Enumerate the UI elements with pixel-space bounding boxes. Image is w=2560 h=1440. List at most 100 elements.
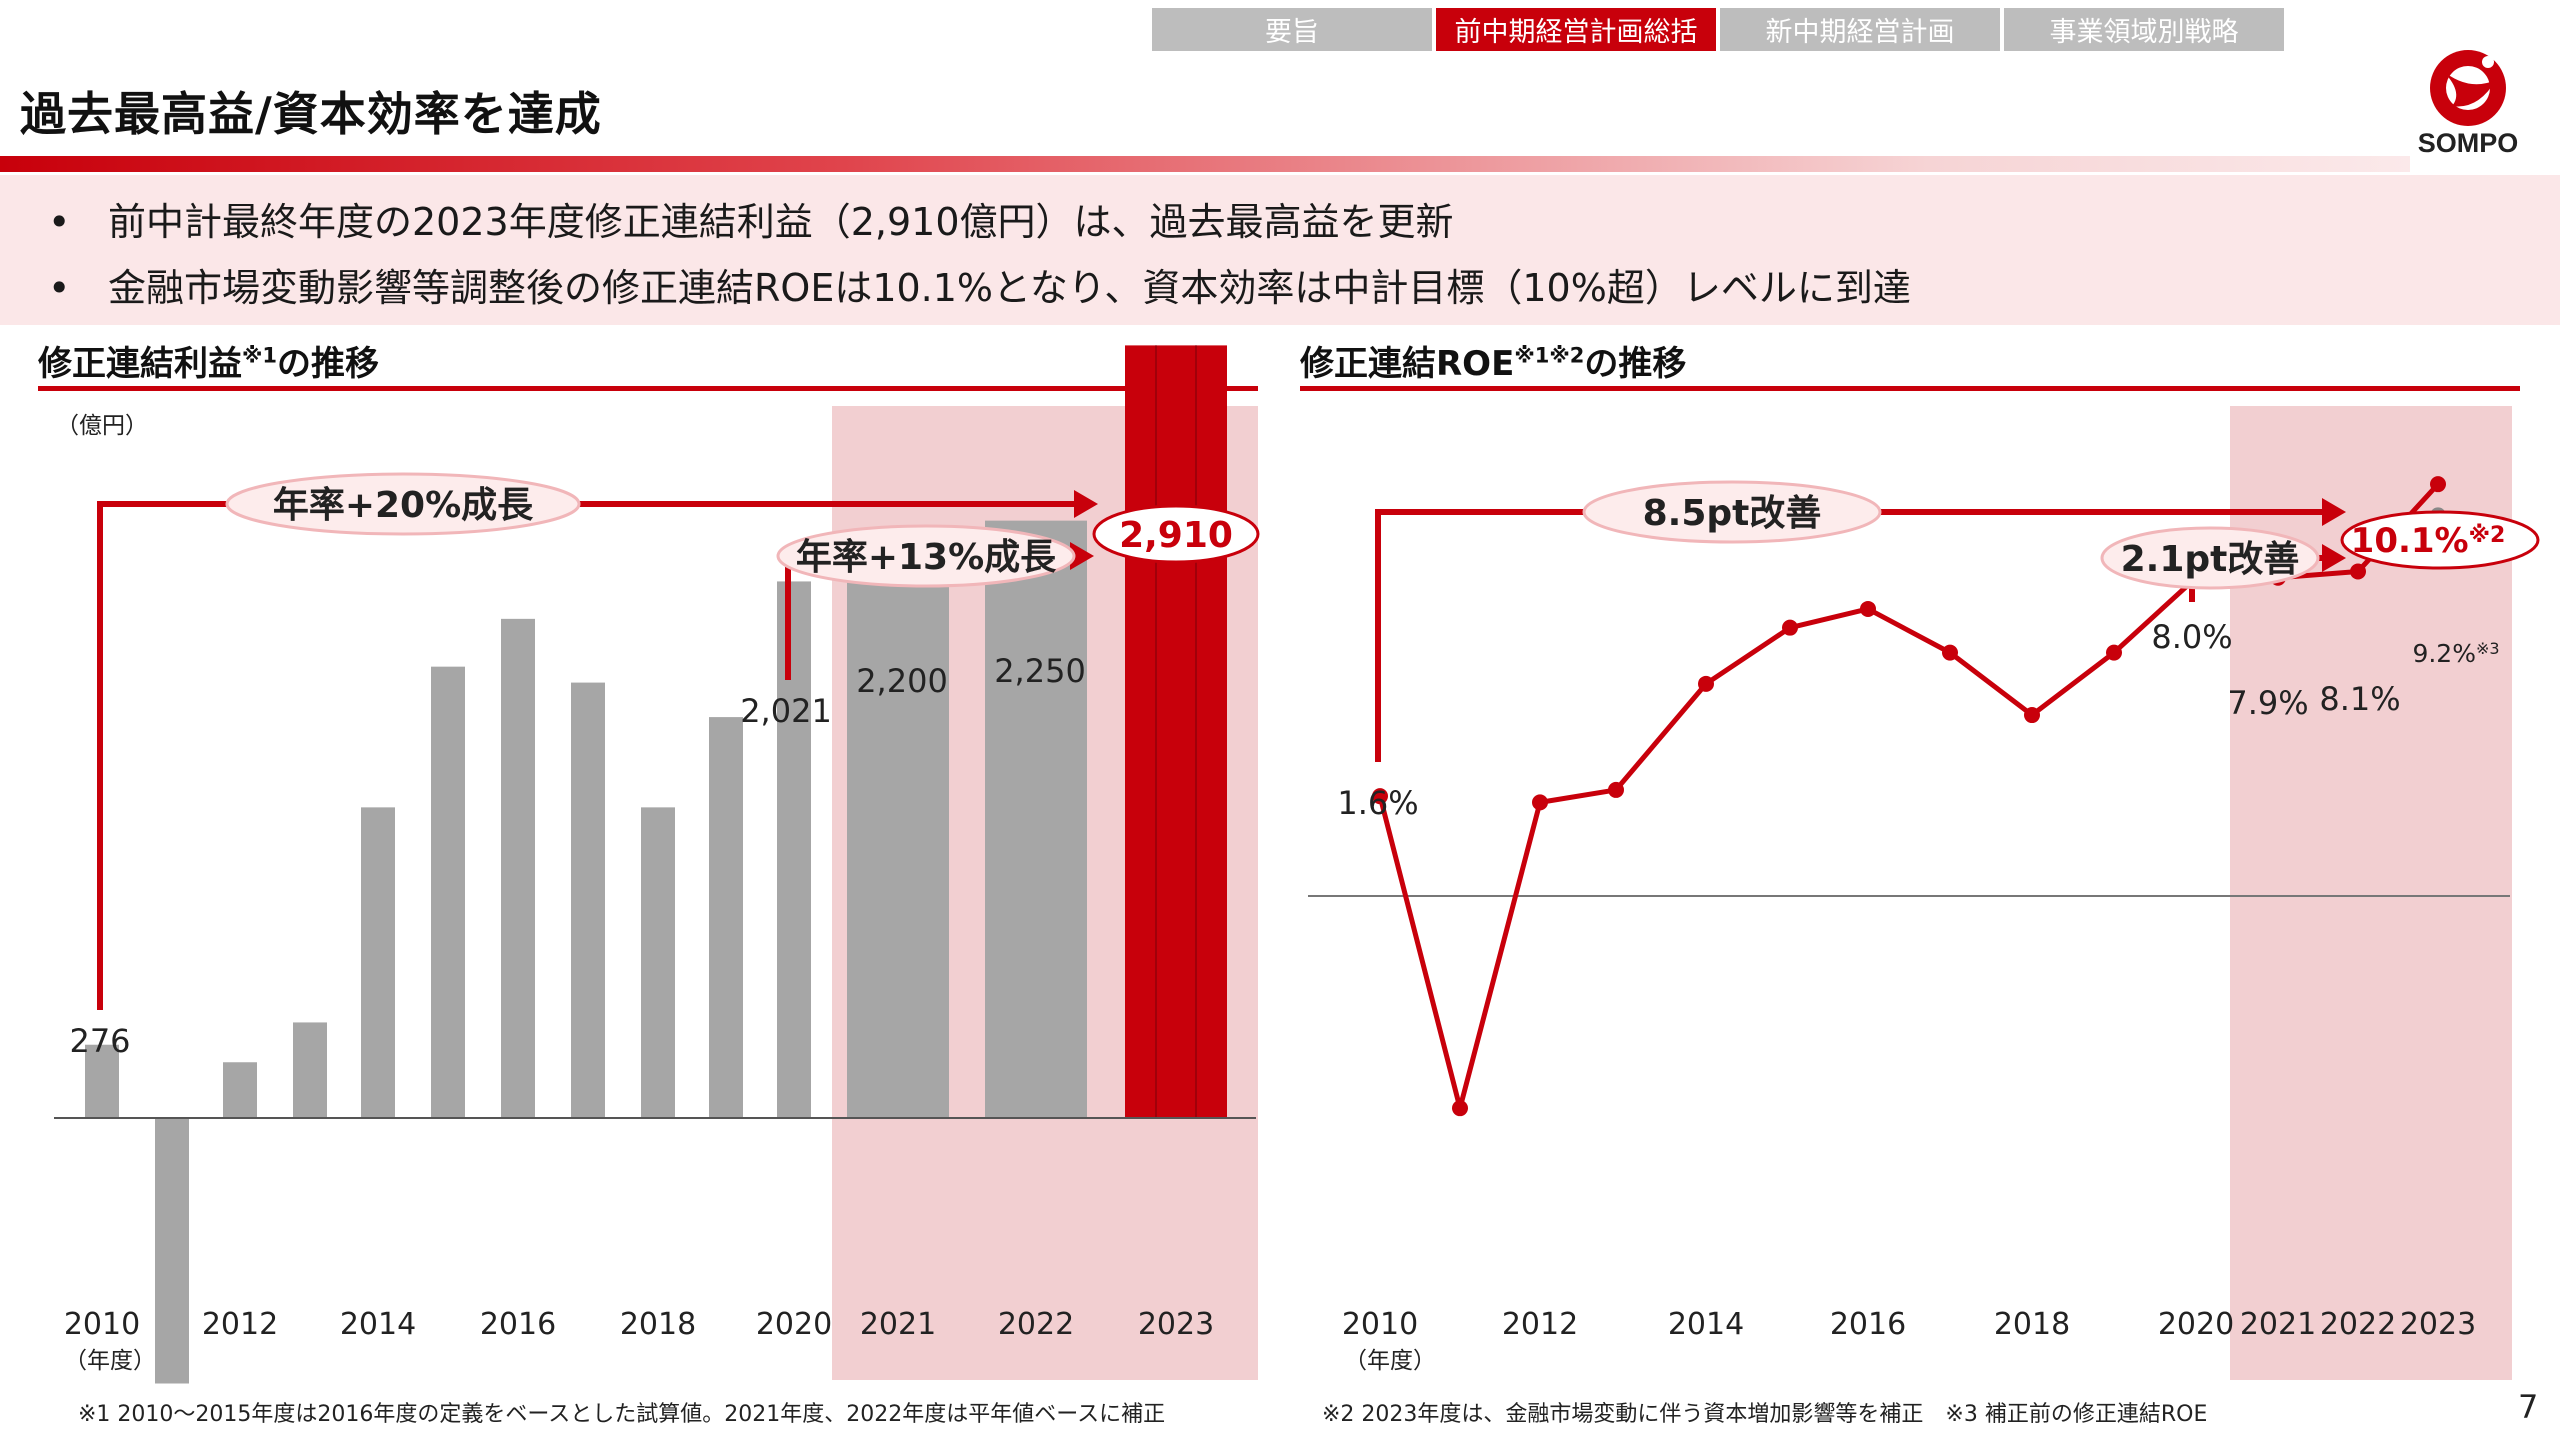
roe-x-tick-2014: 2014 (1668, 1307, 1744, 1342)
bar-x-tick-2016: 2016 (480, 1307, 556, 1342)
bar-unit-label: （億円） (56, 413, 148, 439)
roe-pre-adjustment-sup: ※3 (2476, 639, 2500, 658)
footnote-right: ※2 2023年度は、金融市場変動に伴う資本増加影響等を補正 ※3 補正前の修正… (1322, 1402, 2208, 1427)
page-number: 7 (2518, 1388, 2539, 1426)
bar-data-label-2010: 276 (69, 1022, 130, 1060)
bar-2023-callout (1092, 504, 1260, 564)
footnote-left: ※1 2010～2015年度は2016年度の定義をベースとした試算値。2021年… (78, 1402, 1166, 1427)
tab-summary[interactable]: 要旨 (1152, 8, 1432, 51)
roe-data-label-2023-sup: ※2 (2469, 523, 2506, 548)
bar-x-tick-2012: 2012 (202, 1307, 278, 1342)
left-section-title-suffix: の推移 (277, 344, 380, 384)
roe-data-label-2010: 1.6% (1337, 784, 1418, 822)
roe-x-tick-2020: 2020 (2158, 1307, 2234, 1342)
bar-2012 (223, 1062, 257, 1118)
bar-x-tick-2022: 2022 (998, 1307, 1074, 1342)
bar-x-tick-2018: 2018 (620, 1307, 696, 1342)
roe-point-2023 (2430, 476, 2446, 493)
top-nav-tabs: 要旨 前中期経営計画総括 新中期経営計画 事業領域別戦略 (1152, 8, 2284, 51)
bar-data-label-2021: 2,200 (856, 662, 948, 700)
tab-new-plan[interactable]: 新中期経営計画 (1720, 8, 2000, 51)
growth-label-20: 年率+20%成長 (273, 485, 534, 526)
summary-bullet-2-text: 金融市場変動影響等調整後の修正連結ROEは10.1%となり、資本効率は中計目標（… (108, 266, 1911, 310)
logo-text: SOMPO (2417, 128, 2519, 158)
left-section-title: 修正連結利益※1の推移 (38, 336, 379, 385)
growth-bubble-13 (776, 524, 1076, 588)
sompo-logo-icon (2430, 50, 2506, 126)
bar-2021 (847, 533, 949, 1118)
bar-2019 (709, 717, 743, 1118)
roe-data-label-2021: 7.9% (2227, 684, 2308, 722)
growth-label-13: 年率+13%成長 (796, 537, 1057, 578)
roe-x-tick-2012: 2012 (1502, 1307, 1578, 1342)
improve-arrow-85 (1375, 509, 2328, 762)
summary-bullet-2: • 金融市場変動影響等調整後の修正連結ROEは10.1%となり、資本効率は中計目標… (48, 266, 1911, 310)
improve-bubble-21 (2100, 526, 2320, 590)
right-section-title-suffix: の推移 (1584, 344, 1687, 384)
bar-2014 (361, 807, 395, 1118)
bar-2022 (985, 520, 1087, 1118)
roe-point-2017 (1942, 644, 1958, 661)
bar-data-label-2023: 2,910 (1119, 515, 1233, 556)
bar-year-label: （年度） (64, 1348, 156, 1374)
roe-x-tick-2021: 2021 (2240, 1307, 2316, 1342)
right-section-underline (1300, 386, 2520, 391)
roe-point-2015 (1782, 619, 1798, 636)
bar-x-tick-2010: 2010 (64, 1307, 140, 1342)
bar-2010 (85, 1044, 119, 1118)
roe-point-2010 (1372, 788, 1388, 805)
roe-point-2022 (2350, 563, 2366, 580)
right-section-title-sup: ※1※2 (1514, 343, 1585, 368)
growth-arrow-20-head (1074, 490, 1098, 518)
bar-2015 (431, 666, 465, 1118)
profit-bar-chart: （億円） 276 2,021 2,200 2,250 2010 2012 2014 2016 20… (54, 345, 1260, 1384)
improve-label-21: 2.1pt改善 (2121, 539, 2300, 580)
roe-point-2014 (1698, 675, 1714, 692)
bar-x-tick-2020: 2020 (756, 1307, 832, 1342)
bar-2017 (571, 682, 605, 1118)
bar-2016 (501, 618, 535, 1118)
roe-data-label-2022: 8.1% (2319, 680, 2400, 718)
bar-2011 (155, 1118, 189, 1384)
left-section-title-sup: ※1 (242, 343, 278, 368)
bar-2023 (1125, 345, 1227, 1118)
left-section-underline (38, 386, 1258, 391)
growth-bubble-20 (225, 472, 581, 536)
improve-arrow-21-head (2322, 544, 2346, 572)
improve-bubble-85 (1582, 480, 1882, 544)
growth-arrow-20 (97, 501, 1082, 1010)
title-underline-bar (0, 156, 2410, 172)
roe-point-2013 (1608, 781, 1624, 798)
tab-previous-plan-review[interactable]: 前中期経営計画総括 (1436, 8, 1716, 51)
page-title: 過去最高益/資本効率を達成 (20, 87, 602, 141)
roe-x-tick-2010: 2010 (1342, 1307, 1418, 1342)
roe-point-2011 (1452, 1100, 1468, 1117)
bar-x-tick-2023: 2023 (1138, 1307, 1214, 1342)
roe-x-tick-2018: 2018 (1994, 1307, 2070, 1342)
summary-box: • 前中計最終年度の2023年度修正連結利益（2,910億円）は、過去最高益を更新… (0, 175, 2560, 325)
bar-x-tick-2014: 2014 (340, 1307, 416, 1342)
summary-bullet-1-text: 前中計最終年度の2023年度修正連結利益（2,910億円）は、過去最高益を更新 (108, 200, 1454, 244)
roe-x-tick-2022: 2022 (2320, 1307, 2396, 1342)
bar-2018 (641, 807, 675, 1118)
right-section-title-main: 修正連結ROE (1300, 344, 1515, 384)
roe-year-label: （年度） (1344, 1348, 1436, 1374)
bar-2013 (293, 1022, 327, 1118)
tab-business-strategy[interactable]: 事業領域別戦略 (2004, 8, 2284, 51)
bar-x-tick-2021: 2021 (860, 1307, 936, 1342)
roe-data-label-2020: 8.0% (2151, 618, 2232, 656)
bar-data-label-2020: 2,021 (740, 692, 832, 730)
improve-label-85: 8.5pt改善 (1643, 493, 1822, 534)
roe-2023-callout (2340, 510, 2540, 570)
roe-point-2018 (2024, 707, 2040, 724)
bar-2020 (777, 581, 811, 1118)
roe-point-2019 (2106, 644, 2122, 661)
roe-x-tick-2016: 2016 (1830, 1307, 1906, 1342)
roe-point-2012 (1532, 794, 1548, 811)
improve-arrow-85-head (2322, 498, 2346, 526)
bar-data-label-2022: 2,250 (994, 652, 1086, 690)
summary-bullet-1: • 前中計最終年度の2023年度修正連結利益（2,910億円）は、過去最高益を更新 (48, 200, 1454, 244)
growth-arrow-13-head (1070, 542, 1094, 570)
